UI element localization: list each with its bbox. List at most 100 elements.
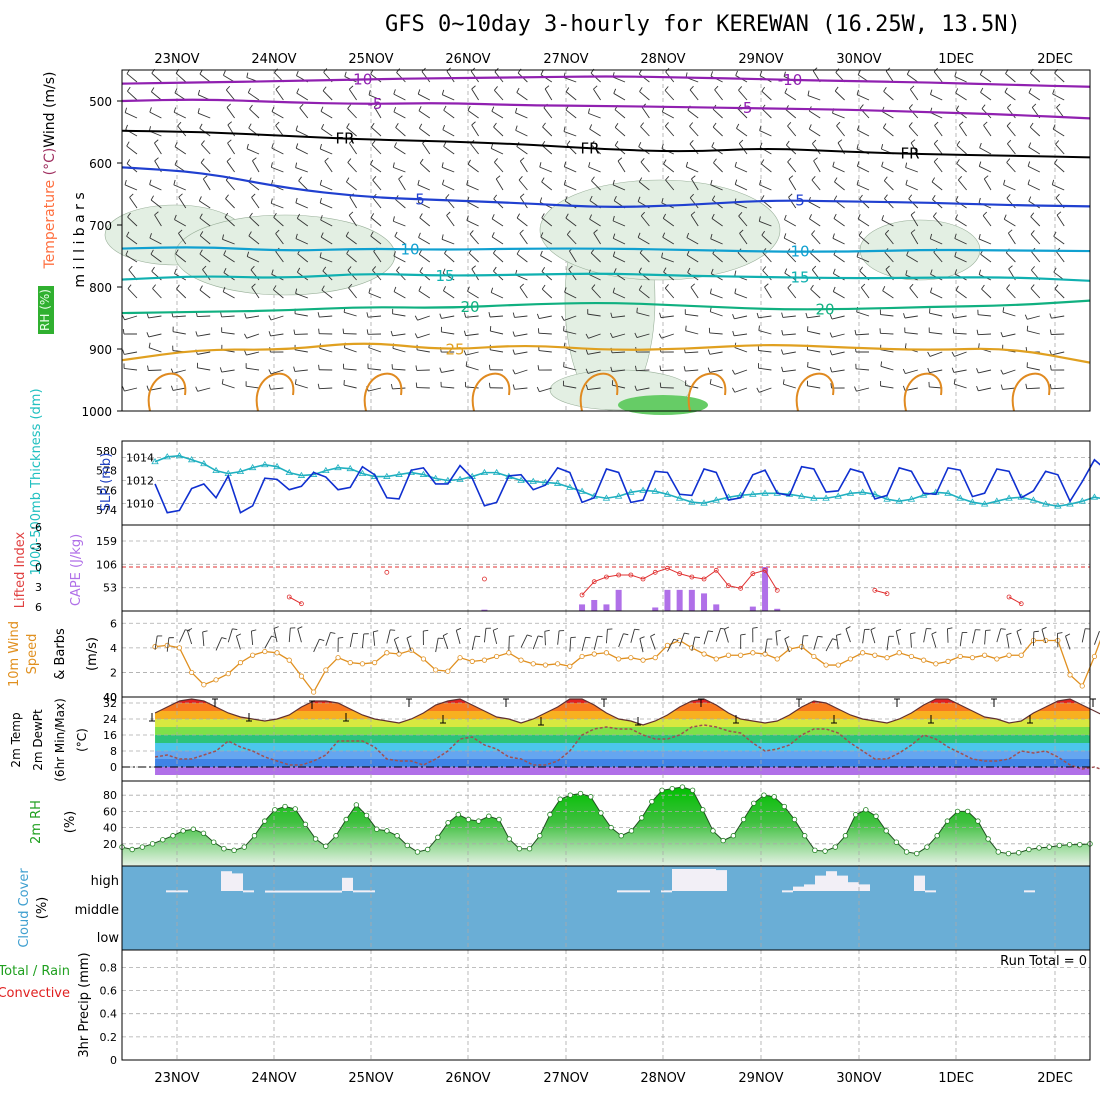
isotherm-label: -10 (348, 70, 373, 88)
wind-barb (884, 233, 894, 245)
wind-barb (221, 369, 235, 373)
wind-barb (591, 288, 601, 299)
rh-point (1077, 841, 1083, 848)
wind-barb (734, 203, 748, 209)
wind-barb (933, 71, 943, 83)
thickness-marker (822, 494, 830, 501)
wind-barb (784, 636, 790, 640)
wind-barb (122, 386, 125, 392)
wind-barb (761, 234, 772, 245)
wind-barb (982, 215, 992, 227)
wind-barb (519, 287, 528, 299)
wind-barb (122, 329, 125, 335)
wind-barb (884, 198, 894, 209)
wind-speed-point (225, 671, 231, 677)
wind-barb (930, 269, 933, 275)
wind-speed-point (372, 659, 378, 666)
wind-barb (736, 123, 740, 129)
wind-barb (661, 257, 674, 263)
rh-point (689, 787, 696, 793)
wind-barb (347, 104, 352, 109)
wind-barb (581, 637, 586, 651)
cloud-row-label: high (91, 874, 119, 889)
rh-point (924, 844, 930, 850)
wind-barb (590, 140, 595, 146)
temp-tick: 40 (103, 691, 117, 704)
wind-barb (713, 158, 717, 164)
wind-speed-point (982, 652, 988, 658)
rh-point (445, 820, 451, 826)
wind-barb (1002, 387, 1016, 390)
wind-barb (368, 315, 382, 318)
wind-barb (686, 237, 699, 245)
wind-barb (435, 638, 439, 653)
thickness-marker (675, 494, 684, 501)
wind-barb (150, 87, 155, 92)
wind-barb (954, 238, 967, 245)
wind-barb (541, 284, 546, 290)
wind-barb (349, 142, 357, 155)
wind-speed-point (896, 650, 902, 656)
wind-barb (764, 638, 768, 653)
wind-speed-point (1091, 653, 1098, 660)
wind-barb (419, 253, 431, 263)
cloud-high-bar (848, 882, 859, 891)
wind-barb (1003, 214, 1007, 220)
wind-barb (805, 312, 808, 318)
cape-bar (591, 599, 598, 611)
wind-barb (734, 387, 748, 393)
wind-barb (933, 139, 939, 145)
wind-barb (526, 634, 533, 637)
wind-barb (1054, 72, 1065, 83)
wind-barb (197, 108, 200, 114)
wind-barb (958, 124, 967, 137)
wind-barb (442, 184, 455, 191)
wind-barb (856, 161, 860, 167)
wind-barb (831, 351, 845, 356)
wind-barb (623, 633, 629, 636)
wind-barb (738, 86, 743, 91)
cape-tick: 106 (96, 558, 117, 571)
wind-barb (319, 315, 333, 318)
rh-point (363, 812, 370, 819)
wind-barb (762, 270, 772, 281)
wind-barb (859, 266, 863, 272)
run-total-label: Run Total = 0 (1000, 954, 1087, 969)
wind-barb (996, 628, 1002, 643)
wind-barb (372, 266, 377, 271)
wind-barb (710, 238, 723, 245)
wind-barb (807, 315, 821, 319)
cape-axis-title: CAPE (J/kg) (69, 534, 84, 606)
wind-barb (271, 143, 274, 149)
rh-point (791, 816, 798, 823)
wind-barb (491, 106, 495, 112)
wind-barb (491, 232, 495, 238)
rh-point (160, 837, 166, 843)
wind-barb (417, 179, 420, 185)
cloud-high-bar (342, 877, 353, 891)
wind-barb (441, 386, 455, 389)
wind-barb (493, 122, 497, 128)
cape-bar (701, 593, 708, 611)
wind-barb (1051, 179, 1055, 185)
cloud-high-bar (925, 890, 936, 893)
wind-barb (346, 177, 350, 183)
wind-barb (638, 267, 642, 273)
wind-barb (393, 93, 406, 101)
wind-barb (1004, 218, 1016, 227)
wind-barb (930, 287, 933, 293)
wind-barb (617, 160, 626, 173)
isotherm-line (471, 372, 511, 412)
wind-barb (250, 265, 255, 271)
isotherm-line (795, 372, 835, 412)
wind-barb (296, 213, 301, 219)
wind-barb (537, 365, 540, 371)
wind-barb (415, 365, 418, 371)
thickness-marker (358, 469, 367, 476)
wind-barb (910, 85, 915, 90)
wind-barb (856, 368, 870, 371)
wind-barb (297, 626, 303, 630)
wind-barb (299, 103, 304, 109)
wind-barb (905, 184, 918, 191)
wind-barb (634, 332, 638, 338)
